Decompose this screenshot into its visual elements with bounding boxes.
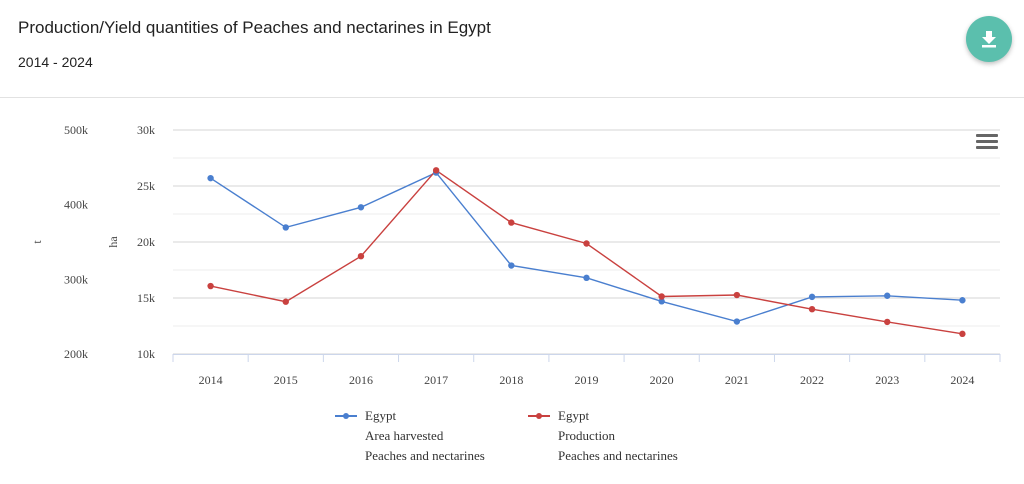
header-divider [0,97,1024,98]
data-point-area [733,318,741,325]
data-point-area [357,204,365,211]
data-point-area [658,298,665,305]
data-point-area [207,174,214,182]
y-tick-label-ha: 30k [137,123,155,137]
y-tick-label-ha: 25k [137,179,155,193]
y-tick-label-t: 300k [64,272,88,286]
legend-label-production: Egypt Production Peaches and nectarines [558,408,678,463]
legend-label-area: Egypt Area harvested Peaches and nectari… [365,408,485,463]
chart-subtitle: 2014 - 2024 [18,54,93,70]
data-point-production [357,252,365,260]
x-tick-label: 2021 [725,373,749,387]
legend-item-area-harvested[interactable]: Egypt Area harvested Peaches and nectari… [335,406,485,466]
x-tick-label: 2017 [424,373,448,387]
data-point-production [959,330,966,338]
data-point-area [508,262,515,269]
x-tick-label: 2019 [575,373,599,387]
y-tick-label-ha: 10k [137,347,155,361]
y-tick-label-t: 400k [64,198,88,212]
data-point-area [808,293,816,301]
data-point-production [733,291,741,299]
series-line-production [210,169,963,335]
x-tick-label: 2014 [199,373,223,387]
data-point-production [884,318,891,326]
data-point-production [207,282,214,290]
data-point-area [583,274,590,282]
data-point-production [583,240,590,247]
data-point-production [282,298,289,305]
data-point-production [658,293,665,300]
x-tick-label: 2022 [800,373,824,387]
data-point-production [432,167,440,174]
y-axis-title-t: t [30,240,44,244]
data-point-area [959,297,966,304]
legend-item-production[interactable]: Egypt Production Peaches and nectarines [528,406,678,466]
y-axis-title-ha: ha [106,236,120,248]
x-tick-label: 2016 [349,373,373,387]
data-point-area [282,224,289,231]
data-point-production [808,306,816,313]
x-tick-label: 2024 [950,373,974,387]
y-tick-label-ha: 20k [137,235,155,249]
x-tick-label: 2015 [274,373,298,387]
y-tick-label-t: 200k [64,347,88,361]
hamburger-menu-icon[interactable] [976,134,998,152]
y-tick-label-ha: 15k [137,291,155,305]
data-point-area [884,292,891,299]
x-tick-label: 2020 [650,373,674,387]
legend-marker-production [528,412,550,419]
download-button[interactable] [966,16,1012,62]
x-tick-label: 2018 [499,373,523,387]
series-line-area-harvested [210,171,963,323]
chart-title: Production/Yield quantities of Peaches a… [18,18,491,37]
data-point-production [508,219,515,226]
legend-marker-area [335,412,357,419]
x-tick-label: 2023 [875,373,899,387]
download-icon [982,31,996,48]
y-tick-label-t: 500k [64,123,88,137]
